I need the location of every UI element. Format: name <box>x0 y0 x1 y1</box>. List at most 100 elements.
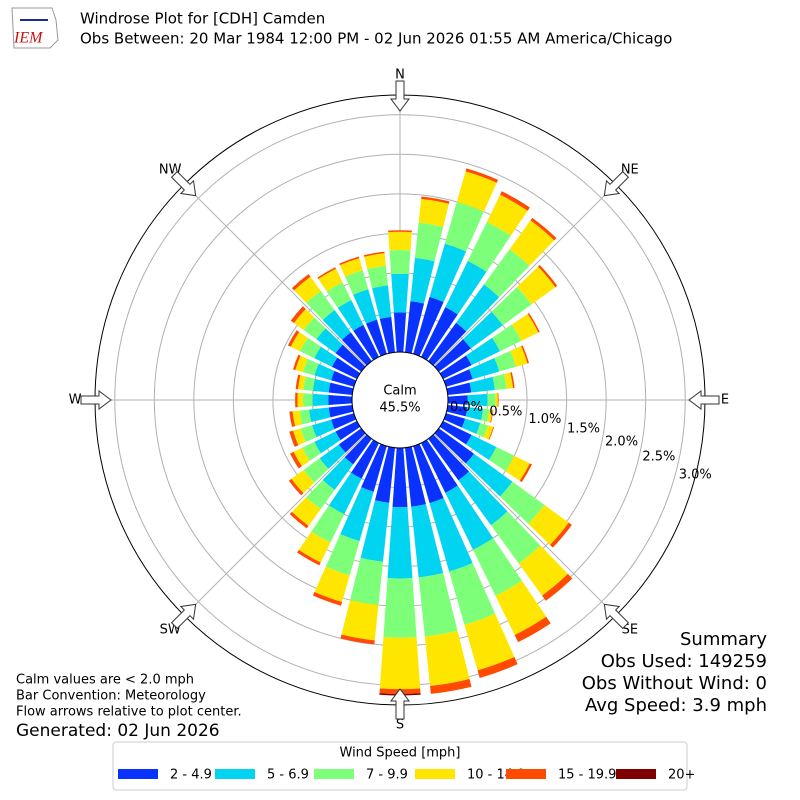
legend-label: 20+ <box>668 768 695 783</box>
bar-segment <box>325 534 360 576</box>
bar-segment <box>542 573 573 601</box>
bar-segment <box>340 487 374 542</box>
bar-segment <box>288 478 304 496</box>
bar-segment <box>338 428 366 453</box>
flow-arrow <box>603 603 630 630</box>
bar-segment <box>291 274 311 291</box>
bar-segment <box>339 258 363 277</box>
bar-segment <box>421 196 450 204</box>
flow-arrow-shape <box>603 170 630 197</box>
bar-segment <box>467 393 488 407</box>
bar-segment <box>510 346 528 367</box>
bar-segment <box>372 285 392 319</box>
bar-segment <box>379 316 395 354</box>
bar-segment <box>469 376 495 393</box>
r-tick-label: 1.0% <box>528 412 561 427</box>
bar-segment <box>314 431 341 454</box>
bar-segment <box>379 637 421 690</box>
legend-swatch <box>506 769 546 779</box>
bar-segment <box>295 355 308 373</box>
bar-segment <box>388 231 412 251</box>
bar-segment <box>430 679 472 694</box>
summary-line: Obs Without Wind: 0 <box>582 673 767 694</box>
summary-line: Obs Used: 149259 <box>601 651 767 672</box>
bar-segment <box>297 375 306 390</box>
calm-circle <box>351 351 449 449</box>
grid-spoke <box>433 433 617 617</box>
bar-segment <box>434 428 475 464</box>
flow-arrow-shape <box>688 390 720 410</box>
bar-segment <box>443 369 473 387</box>
bar-segment <box>374 446 395 503</box>
grid-spoke <box>433 183 617 367</box>
bar-segment <box>491 287 532 326</box>
bar-segment <box>389 249 411 275</box>
bar-segment <box>465 407 484 421</box>
calm-value: 45.5% <box>379 401 420 416</box>
direction-label: E <box>721 393 729 408</box>
bar-segment <box>488 447 515 472</box>
bar-segment <box>331 370 357 387</box>
bar-segment <box>413 443 444 504</box>
generated: Generated: 02 Jun 2026 <box>16 721 220 741</box>
bar-segment <box>318 268 343 292</box>
r-tick-label: 0.5% <box>489 405 522 420</box>
flow-arrow <box>390 80 410 112</box>
bar-segment <box>302 441 321 461</box>
bar-segment <box>290 332 308 352</box>
bar-segment <box>439 421 472 445</box>
summary-line: Avg Speed: 3.9 mph <box>585 695 767 716</box>
bar-segment <box>465 453 513 497</box>
bar-segment <box>418 198 449 227</box>
bar-segment <box>428 322 467 366</box>
flow-arrow <box>170 170 197 197</box>
bar-segment <box>314 566 350 602</box>
bar-segment <box>291 470 315 494</box>
bar-segment <box>322 309 351 340</box>
bar-segment <box>303 458 329 483</box>
bar-segment <box>439 355 472 379</box>
r-tick-label: 0.0% <box>450 400 483 415</box>
bar-segment <box>488 426 495 440</box>
bar-segment <box>302 393 313 407</box>
bar-segment <box>392 447 408 508</box>
bar-segment <box>290 451 302 469</box>
bar-segment <box>511 313 539 341</box>
flow-arrow-shape <box>390 80 410 112</box>
bar-segment <box>405 446 426 507</box>
direction-label: N <box>395 68 405 83</box>
flow-arrow-shape <box>170 603 197 630</box>
bar-segment <box>527 313 540 333</box>
bar-segment <box>411 504 444 578</box>
bar-segment <box>292 410 303 427</box>
summary-line: Summary <box>680 629 767 650</box>
bar-segment <box>339 256 360 266</box>
bar-segment <box>306 290 335 320</box>
bar-segment <box>341 332 372 366</box>
bar-segment <box>495 393 498 407</box>
bar-segment <box>466 337 501 366</box>
bar-segment <box>445 260 487 315</box>
flow-arrow-shape <box>170 170 197 197</box>
bar-segment <box>443 413 466 428</box>
direction-label: W <box>69 393 82 408</box>
legend-label: 15 - 19.9 <box>558 768 616 783</box>
bar-segment <box>311 505 345 543</box>
legend-swatch <box>616 769 656 779</box>
bar-segment <box>364 253 386 270</box>
bar-segment <box>466 434 497 461</box>
bar-segment <box>446 382 472 395</box>
bar-segment <box>328 405 354 418</box>
r-tick-label: 1.5% <box>567 422 600 437</box>
bar-segment <box>469 357 500 380</box>
flow-arrow <box>80 390 112 410</box>
bar-segment <box>418 573 458 637</box>
legend-swatch <box>314 769 354 779</box>
calm-label: Calm <box>383 384 416 399</box>
bar-segment <box>293 308 315 330</box>
flow-arrow-shape <box>603 603 630 630</box>
direction-label: S <box>396 718 404 733</box>
bar-segment <box>291 497 321 526</box>
bar-segment <box>465 168 499 183</box>
